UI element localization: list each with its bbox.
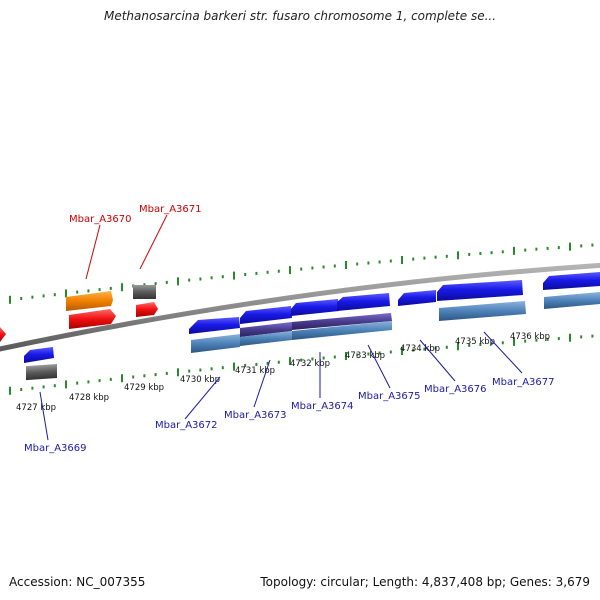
- gene-feature-mbar-a3674[interactable]: [291, 299, 339, 316]
- kbp-label: 4736 kbp: [510, 332, 550, 342]
- cds-feature-mbar-a3673[interactable]: [240, 331, 292, 346]
- overlap-feature-mbar-a3673[interactable]: [240, 322, 292, 337]
- gene-label-forward[interactable]: Mbar_A3671: [139, 204, 202, 215]
- reverse-features: [24, 272, 600, 381]
- gene-feature-mbar-a3669[interactable]: [24, 347, 54, 363]
- gene-feature-mbar-a3677[interactable]: [437, 280, 523, 301]
- chromosome-backbone: [0, 262, 600, 352]
- callout-line: [85, 224, 101, 280]
- map-title: Methanosarcina barkeri str. fusaro chrom…: [103, 9, 497, 23]
- forward-features: [0, 285, 158, 342]
- overlap-feature-mbar-a3674[interactable]: [292, 313, 392, 330]
- kbp-label: 4732 kbp: [290, 359, 330, 369]
- callout-line: [253, 359, 271, 408]
- gene-feature-mbar-a3670[interactable]: [66, 291, 113, 311]
- gene-feature-mbar-a3675[interactable]: [337, 293, 390, 311]
- kbp-label: 4728 kbp: [69, 393, 109, 403]
- kbp-label: 4734 kbp: [400, 344, 440, 354]
- callout-line: [419, 339, 456, 382]
- kbp-label-group: 4727 kbp 4728 kbp 4729 kbp 4730 kbp 4731 kbp…: [16, 332, 550, 413]
- cds-feature-mbar-a3671[interactable]: [136, 302, 158, 317]
- kbp-label: 4729 kbp: [124, 383, 164, 393]
- accession-text: Accession: NC_007355: [9, 575, 146, 589]
- topology-summary: Topology: circular; Length: 4,837,408 bp…: [260, 575, 590, 589]
- gene-label-reverse[interactable]: Mbar_A3674: [291, 401, 354, 412]
- cds-feature-mbar-a3674[interactable]: [292, 321, 392, 340]
- callout-line: [139, 214, 168, 270]
- gene-label-reverse[interactable]: Mbar_A3669: [24, 443, 87, 454]
- gene-label-reverse[interactable]: Mbar_A3675: [358, 391, 421, 402]
- gene-feature-right-edge[interactable]: [543, 272, 600, 290]
- gene-label-reverse[interactable]: Mbar_A3677: [492, 377, 555, 388]
- gene-label-forward[interactable]: Mbar_A3670: [69, 214, 132, 225]
- gene-feature-mbar-a3672[interactable]: [189, 317, 240, 334]
- kbp-label: 4730 kbp: [180, 375, 220, 385]
- cds-feature-mbar-a3672[interactable]: [191, 334, 240, 353]
- cds-feature-mbar-a3670[interactable]: [69, 309, 116, 329]
- gene-feature-mbar-a3673[interactable]: [240, 306, 292, 324]
- cds-feature-mbar-a3677[interactable]: [439, 301, 526, 321]
- callout-line: [367, 344, 391, 389]
- gene-feature-mbar-a3676[interactable]: [398, 290, 436, 306]
- cds-feature-left-edge[interactable]: [0, 327, 6, 342]
- callout-line: [184, 376, 221, 420]
- pseudo-feature-mbar-a3671[interactable]: [133, 285, 156, 299]
- kbp-label: 4731 kbp: [235, 366, 275, 376]
- pseudo-feature-mbar-a3669[interactable]: [26, 364, 57, 381]
- kbp-label: 4735 kbp: [455, 337, 495, 347]
- kbp-label: 4727 kbp: [16, 403, 56, 413]
- gene-callout-group: Mbar_A3670 Mbar_A3671 Mbar_A3669 Mbar_A3672…: [24, 204, 555, 454]
- lower-tick-track: [9, 333, 594, 395]
- cds-feature-right-edge[interactable]: [544, 292, 600, 309]
- kbp-label: 4733 kbp: [345, 351, 385, 361]
- gene-label-reverse[interactable]: Mbar_A3672: [155, 420, 218, 431]
- gene-label-reverse[interactable]: Mbar_A3673: [224, 410, 287, 421]
- gene-label-reverse[interactable]: Mbar_A3676: [424, 384, 487, 395]
- callout-line: [483, 331, 523, 374]
- backbone-group: [0, 262, 600, 352]
- callout-line: [39, 391, 49, 441]
